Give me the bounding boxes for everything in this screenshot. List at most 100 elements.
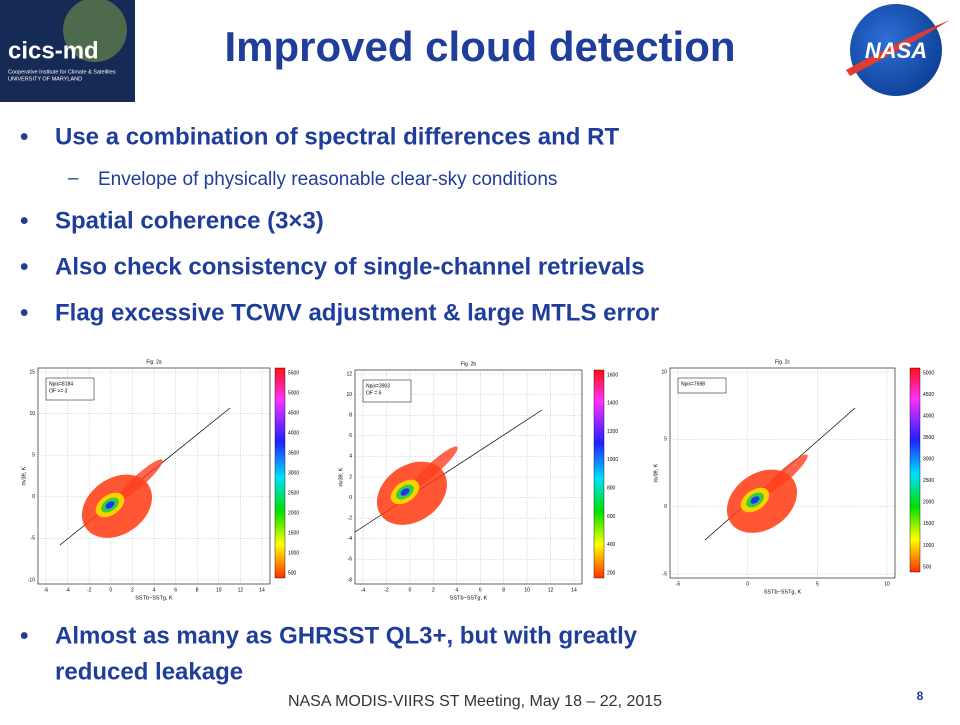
nasa-logo: NASA <box>846 4 950 96</box>
colorbar-label: 1400 <box>607 401 618 407</box>
logo-name: cics-md <box>8 37 99 64</box>
logo-line: UNIVERSITY OF MARYLAND <box>8 76 82 82</box>
bullet-dot: • <box>20 253 28 280</box>
page-number: 8 <box>917 689 924 703</box>
y-tick-label: 10 <box>29 411 35 417</box>
bullet-dot: • <box>20 207 28 234</box>
colorbar-label: 2500 <box>288 490 299 496</box>
x-axis-label: SSTb−SSTg, K <box>135 595 173 601</box>
cloud <box>400 488 410 496</box>
y-tick-label: -8 <box>348 577 353 583</box>
cloud <box>762 454 808 496</box>
cloud <box>105 501 115 509</box>
y-tick-label: -2 <box>348 516 353 522</box>
colorbar-label: 5000 <box>923 370 934 376</box>
colorbar-label: 5000 <box>288 390 299 396</box>
y-axis-label: rtv39, K <box>653 463 659 482</box>
colorbar-label: 1500 <box>923 521 934 527</box>
x-tick-label: 6 <box>174 587 177 593</box>
x-tick-label: 5 <box>816 581 819 587</box>
colorbar-label: 4500 <box>288 410 299 416</box>
figure: Fig. 2a SSTb−SSTg, K rtv39, K -6 -4 -2 0 2 4 6 8 10… <box>12 352 312 614</box>
x-tick-label: -4 <box>65 587 70 593</box>
x-tick-label: 2 <box>432 587 435 593</box>
colorbar-label: 3000 <box>923 457 934 463</box>
colorbar-label: 4500 <box>923 392 934 398</box>
x-tick-label: -4 <box>361 587 366 593</box>
colorbar-label: 1000 <box>288 550 299 556</box>
colorbar-label: 1600 <box>607 372 618 378</box>
colorbar-label: 2000 <box>288 510 299 516</box>
colorbar-label: 1200 <box>607 429 618 435</box>
stats-text: OF >= 3 <box>49 388 68 394</box>
x-tick-label: 0 <box>746 581 749 587</box>
bullet: Use a combination of spectral difference… <box>55 123 619 150</box>
y-tick-label: 15 <box>29 369 35 375</box>
x-tick-label: 6 <box>479 587 482 593</box>
colorbar-label: 600 <box>607 514 616 520</box>
y-tick-label: -10 <box>28 577 35 583</box>
stats-box <box>677 377 727 394</box>
y-axis-label: rtv39, K <box>21 466 27 485</box>
cloud <box>412 446 458 488</box>
bullet-dot: • <box>20 622 28 649</box>
stats-box <box>45 377 95 401</box>
x-tick-label: 0 <box>109 587 112 593</box>
x-tick-label: 4 <box>455 587 458 593</box>
logo-line: Cooperative Institute for Climate & Sate… <box>8 69 116 75</box>
x-tick-label: 12 <box>548 587 554 593</box>
y-axis-label: rtv39, K <box>338 467 344 486</box>
y-tick-label: 0 <box>664 504 667 510</box>
bullet: Almost as many as GHRSST QL3+, but with … <box>55 622 638 649</box>
stats-text: Npix=3903 <box>366 383 390 389</box>
colorbar-label: 4000 <box>923 413 934 419</box>
x-tick-label: -6 <box>44 587 49 593</box>
colorbar-label: 400 <box>607 542 616 548</box>
bullet-dot: • <box>20 123 28 150</box>
x-tick-label: -5 <box>676 581 681 587</box>
y-tick-label: 2 <box>349 474 352 480</box>
figure: Fig. 2b SSTb−SSTg, K rtv39, K -4 -2 0 2 4 6 8 10 12… <box>328 352 640 614</box>
y-tick-label: 6 <box>349 433 352 439</box>
y-tick-label: 0 <box>32 494 35 500</box>
colorbar <box>909 367 921 573</box>
sub-bullet: Envelope of physically reasonable clear-… <box>98 169 557 190</box>
colorbar-label: 500 <box>923 564 932 570</box>
x-tick-label: 10 <box>524 587 530 593</box>
cics-logo: cics-md Cooperative Institute for Climat… <box>0 0 135 102</box>
colorbar-label: 5500 <box>288 370 299 376</box>
y-tick-label: 5 <box>664 437 667 443</box>
colorbar-label: 2500 <box>923 478 934 484</box>
x-tick-label: 12 <box>238 587 244 593</box>
bullet: Spatial coherence (3×3) <box>55 207 324 234</box>
bullet-dot: • <box>20 299 28 326</box>
colorbar <box>593 369 605 579</box>
colorbar-label: 4000 <box>288 430 299 436</box>
x-tick-label: 14 <box>571 587 577 593</box>
colorbar-label: 1500 <box>288 530 299 536</box>
slide-title: Improved cloud detection <box>224 23 735 70</box>
figure-title: Fig. 2b <box>461 361 477 367</box>
x-tick-label: 10 <box>884 581 890 587</box>
colorbar-label: 3500 <box>923 435 934 441</box>
y-tick-label: 10 <box>661 369 667 375</box>
y-tick-label: 0 <box>349 495 352 501</box>
cloud <box>117 459 163 501</box>
colorbar-label: 500 <box>288 570 297 576</box>
x-axis-label: SSTb−SSTg, K <box>450 595 488 601</box>
y-tick-label: -4 <box>348 536 353 542</box>
colorbar-label: 3000 <box>288 470 299 476</box>
x-tick-label: 14 <box>259 587 265 593</box>
x-axis-label: SSTb−SSTg, K <box>764 589 802 595</box>
y-tick-label: -5 <box>663 571 668 577</box>
bullets: • Use a combination of spectral differen… <box>20 123 659 685</box>
x-tick-label: 2 <box>131 587 134 593</box>
colorbar-label: 200 <box>607 570 616 576</box>
x-tick-label: 4 <box>153 587 156 593</box>
x-tick-label: 10 <box>216 587 222 593</box>
x-tick-label: 8 <box>502 587 505 593</box>
y-tick-label: 4 <box>349 454 352 460</box>
figures: Fig. 2a SSTb−SSTg, K rtv39, K -6 -4 -2 0 2 4 6 8 10… <box>12 342 948 614</box>
